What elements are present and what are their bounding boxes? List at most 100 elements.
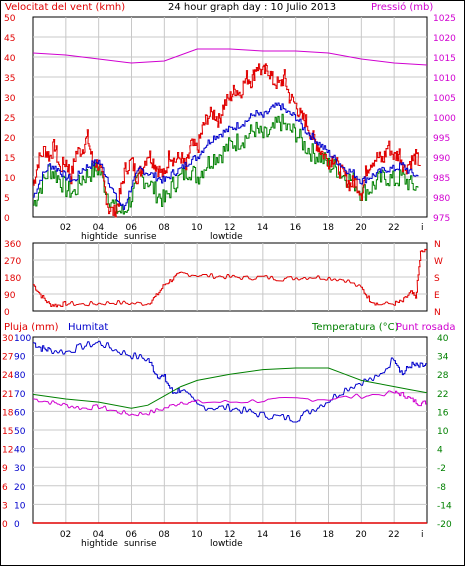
rain-tick-label: 21 bbox=[2, 390, 13, 400]
wind-x-tick: 20 bbox=[355, 223, 367, 233]
humidity-tick-label: 30 bbox=[14, 464, 26, 474]
humidity-tick-label: 100 bbox=[14, 334, 31, 344]
wind-x-tick: 14 bbox=[257, 223, 269, 233]
wind-tick-label: 50 bbox=[4, 14, 16, 24]
wind-axis-label: Velocitat del vent (kmh) bbox=[5, 2, 125, 13]
temperature-tick-label: 10 bbox=[437, 427, 449, 437]
temperature-tick-label: -20 bbox=[437, 520, 452, 530]
temperature-tick-label: 40 bbox=[437, 334, 449, 344]
rain-tick-label: 15 bbox=[2, 427, 13, 437]
wind-x-tick: 12 bbox=[224, 223, 235, 233]
humidity-tick-label: 50 bbox=[14, 427, 26, 437]
wind-x-tick: i bbox=[421, 223, 424, 233]
compass-label: N bbox=[434, 308, 441, 318]
rain-tick-label: 18 bbox=[2, 408, 14, 418]
rain-tick-label: 30 bbox=[2, 334, 14, 344]
wind-tick-label: 10 bbox=[4, 174, 16, 184]
rain-tick-label: 3 bbox=[2, 501, 8, 511]
humidity-tick-label: 80 bbox=[14, 371, 26, 381]
temperature-axis-label: Temperatura (°C) bbox=[311, 322, 399, 333]
wind-tick-label: 40 bbox=[4, 54, 16, 64]
humidity-annotation: sunrise bbox=[124, 539, 157, 549]
pressure-tick-label: 980 bbox=[433, 194, 450, 204]
humidity-annotation: hightide bbox=[81, 539, 118, 549]
humidity-x-tick: 04 bbox=[93, 530, 105, 540]
humidity-x-tick: 18 bbox=[323, 530, 335, 540]
wind-annotation: lowtide bbox=[210, 232, 243, 242]
humidity-x-tick: 20 bbox=[355, 530, 367, 540]
temperature-tick-label: 16 bbox=[437, 408, 449, 418]
temperature-tick-label: 28 bbox=[437, 371, 449, 381]
rain-tick-label: 27 bbox=[2, 353, 13, 363]
direction-tick-label: 270 bbox=[4, 257, 21, 267]
direction-tick-label: 360 bbox=[4, 240, 21, 250]
wind-x-tick: 10 bbox=[191, 223, 203, 233]
compass-label: W bbox=[434, 257, 443, 267]
direction-tick-label: 0 bbox=[4, 308, 10, 318]
wind-x-tick: 06 bbox=[126, 223, 138, 233]
wind-x-tick: 08 bbox=[158, 223, 170, 233]
humidity-tick-label: 20 bbox=[14, 483, 26, 493]
humidity-x-tick: 16 bbox=[290, 530, 302, 540]
pressure-tick-label: 1005 bbox=[433, 94, 456, 104]
wind-x-tick: 16 bbox=[290, 223, 302, 233]
humidity-x-tick: i bbox=[421, 530, 424, 540]
humidity-tick-label: 60 bbox=[14, 408, 26, 418]
direction-tick-label: 180 bbox=[4, 274, 21, 284]
humidity-axis-label: Humitat bbox=[68, 322, 108, 333]
rain-axis-label: Pluja (mm) bbox=[4, 322, 59, 333]
wind-x-tick: 02 bbox=[60, 223, 71, 233]
wind-annotation: sunrise bbox=[124, 232, 157, 242]
chart-title: 24 hour graph day : 10 Julio 2013 bbox=[168, 2, 336, 13]
temperature-tick-label: -2 bbox=[437, 464, 446, 474]
wind-tick-label: 20 bbox=[4, 134, 16, 144]
pressure-tick-label: 990 bbox=[433, 154, 450, 164]
pressure-tick-label: 1020 bbox=[433, 34, 456, 44]
wind-tick-label: 15 bbox=[4, 154, 15, 164]
pressure-line bbox=[32, 48, 428, 66]
direction-line bbox=[33, 248, 428, 308]
temperature-line bbox=[32, 367, 428, 409]
pressure-tick-label: 1015 bbox=[433, 54, 456, 64]
dewpoint-line bbox=[33, 390, 427, 417]
wind-average-line bbox=[33, 102, 419, 210]
humidity-x-tick: 06 bbox=[126, 530, 138, 540]
rain-tick-label: 6 bbox=[2, 483, 8, 493]
rain-tick-label: 9 bbox=[2, 464, 8, 474]
humidity-x-tick: 02 bbox=[60, 530, 71, 540]
compass-label: E bbox=[434, 291, 440, 301]
wind-x-tick: 22 bbox=[388, 223, 399, 233]
humidity-tick-label: 10 bbox=[14, 501, 26, 511]
wind-x-tick: 18 bbox=[323, 223, 335, 233]
wind-tick-label: 5 bbox=[4, 194, 10, 204]
wind-gust-line bbox=[33, 63, 421, 218]
humidity-x-tick: 22 bbox=[388, 530, 399, 540]
humidity-tick-label: 70 bbox=[14, 390, 26, 400]
dewpoint-axis-label: Punt rosada bbox=[396, 322, 455, 333]
humidity-tick-label: 90 bbox=[14, 353, 26, 363]
chart-layer: 0510152025303540455097598098599099510001… bbox=[2, 14, 456, 549]
temperature-tick-label: 22 bbox=[437, 390, 448, 400]
temperature-tick-label: 4 bbox=[437, 446, 443, 456]
humidity-tick-label: 40 bbox=[14, 446, 26, 456]
humidity-tick-label: 0 bbox=[14, 520, 20, 530]
temperature-tick-label: 34 bbox=[437, 353, 449, 363]
humidity-x-tick: 12 bbox=[224, 530, 235, 540]
pressure-tick-label: 1000 bbox=[433, 114, 456, 124]
temperature-tick-label: -14 bbox=[437, 501, 452, 511]
wind-tick-label: 0 bbox=[4, 214, 10, 224]
humidity-annotation: lowtide bbox=[210, 539, 243, 549]
humidity-x-tick: 14 bbox=[257, 530, 269, 540]
wind-tick-label: 25 bbox=[4, 114, 15, 124]
pressure-tick-label: 995 bbox=[433, 134, 450, 144]
wind-annotation: hightide bbox=[81, 232, 118, 242]
humidity-line bbox=[33, 340, 427, 423]
humidity-x-tick: 08 bbox=[158, 530, 170, 540]
rain-tick-label: 24 bbox=[2, 371, 14, 381]
pressure-tick-label: 985 bbox=[433, 174, 450, 184]
pressure-tick-label: 1025 bbox=[433, 14, 456, 24]
wind-x-tick: 04 bbox=[93, 223, 105, 233]
rain-tick-label: 0 bbox=[2, 520, 8, 530]
